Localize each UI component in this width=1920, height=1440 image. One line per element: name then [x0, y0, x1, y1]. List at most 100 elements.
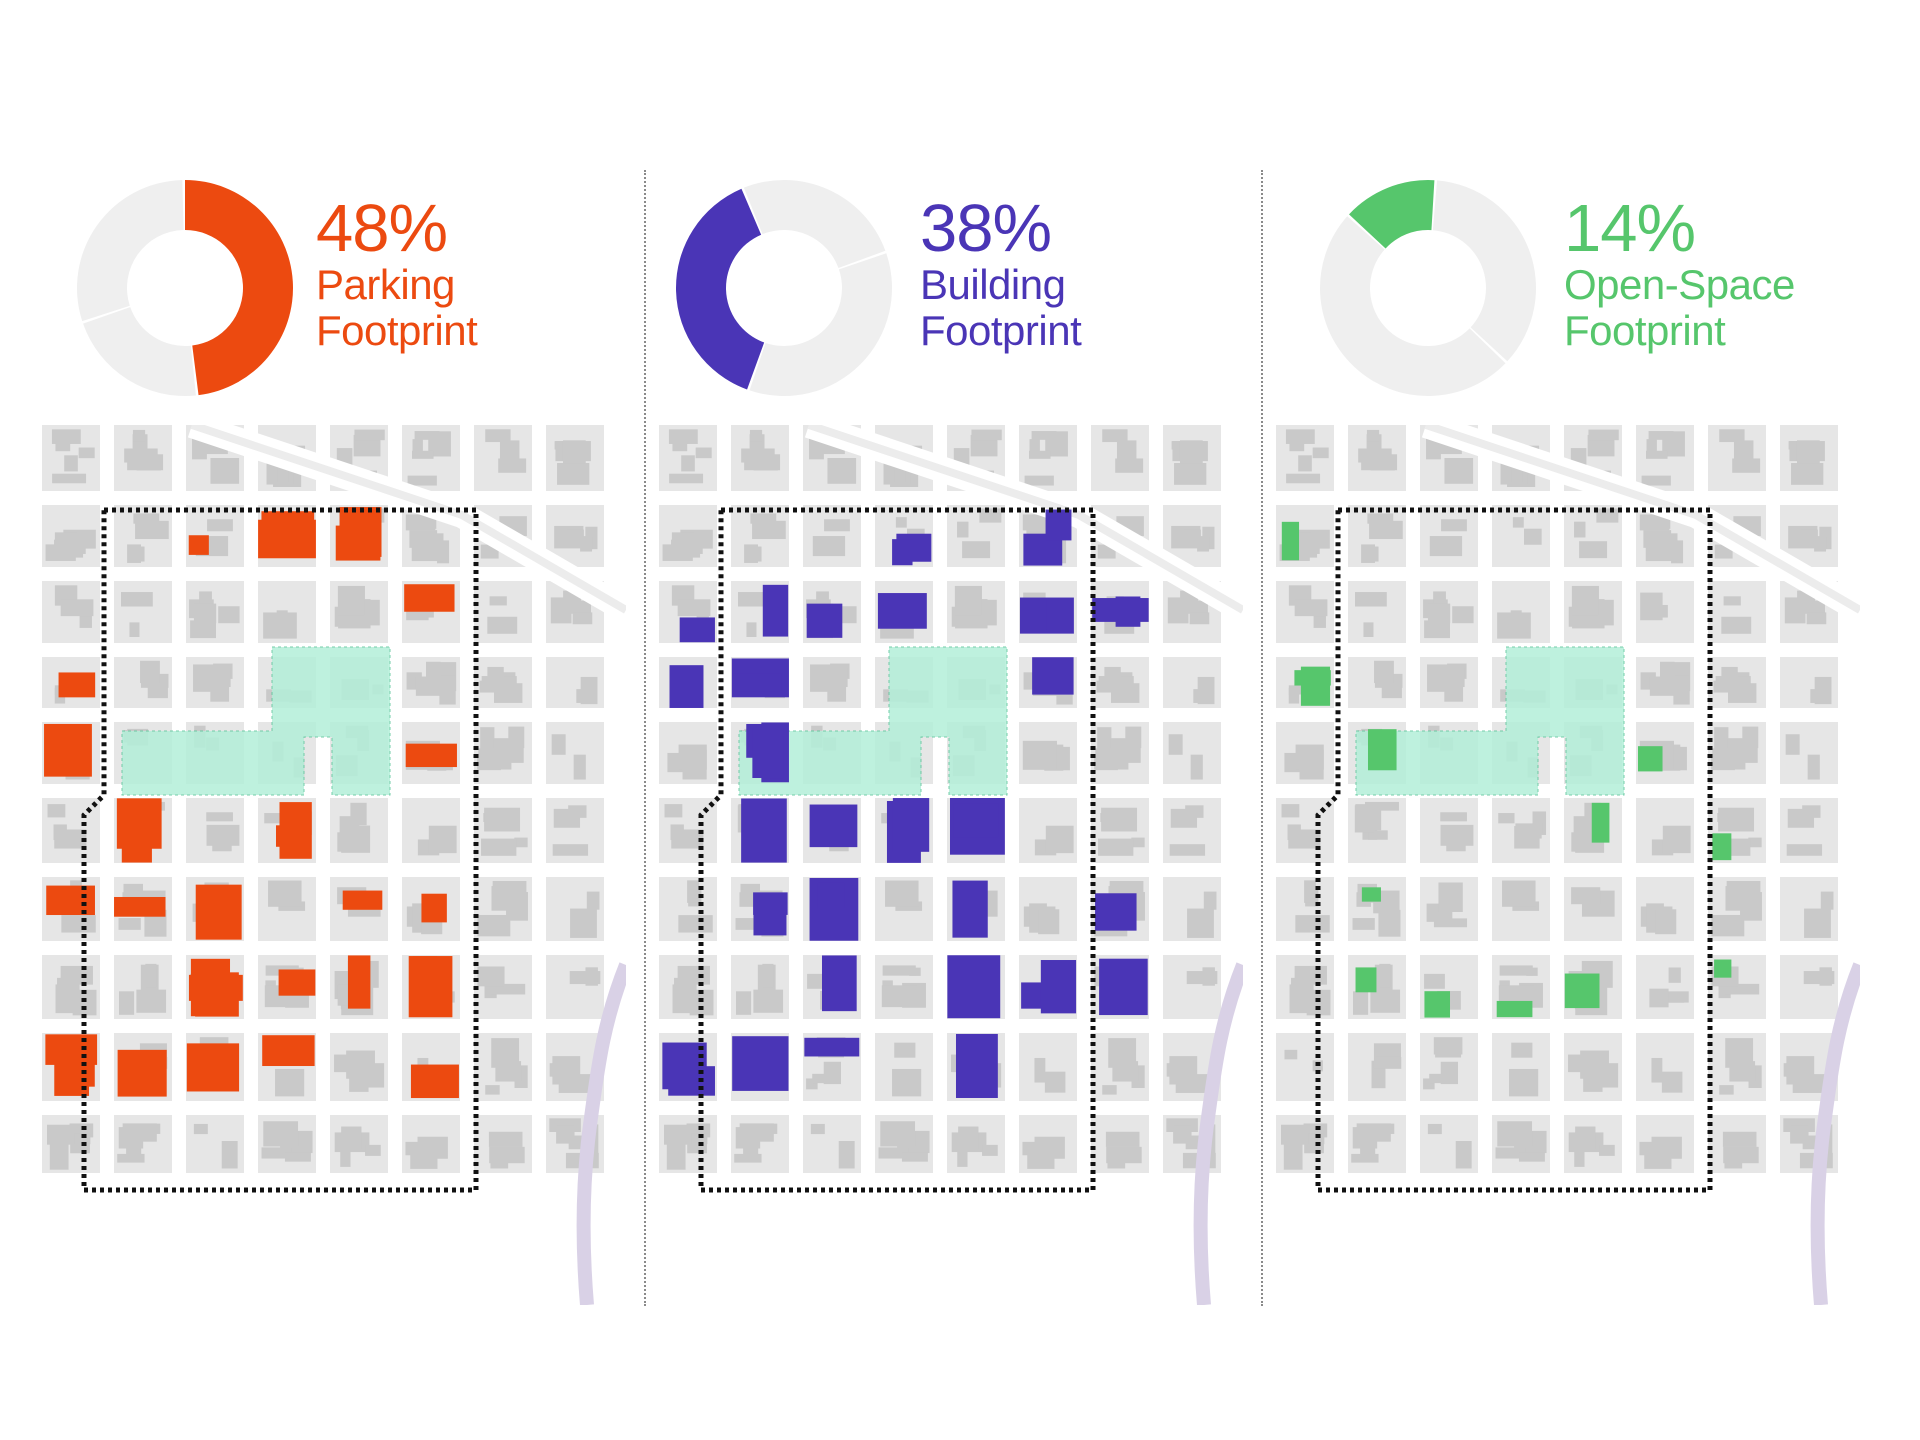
gray-building: [743, 1123, 778, 1134]
gray-building: [838, 1140, 855, 1169]
gray-building: [477, 914, 511, 937]
gray-building: [1183, 529, 1201, 544]
gray-building: [1360, 1123, 1395, 1134]
gray-building: [878, 1147, 909, 1159]
gray-building: [1097, 727, 1112, 752]
gray-building: [1038, 909, 1060, 935]
gray-building: [1599, 1144, 1615, 1156]
gray-building: [1645, 533, 1678, 562]
gray-building: [140, 660, 160, 684]
gray-building: [1189, 612, 1210, 625]
gray-building: [1363, 622, 1374, 637]
open-space-title-line2: Footprint: [1564, 307, 1726, 354]
donut-svg: [77, 180, 293, 396]
highlighted-footprint: [347, 955, 371, 1009]
gray-building: [263, 612, 297, 639]
gray-building: [1820, 891, 1834, 910]
gray-building: [1189, 1076, 1206, 1086]
gray-building: [1438, 882, 1463, 913]
gray-building: [1722, 1131, 1757, 1147]
highlighted-footprint: [947, 955, 1001, 1019]
gray-building: [349, 1067, 369, 1092]
donut-remainder-segment: [77, 180, 184, 322]
gray-building: [485, 1085, 500, 1095]
gray-building: [60, 599, 94, 617]
highlighted-footprint: [821, 955, 857, 1012]
highlighted-footprint: [1099, 958, 1148, 1016]
gray-building: [686, 1123, 711, 1138]
open-space-percent: 14%: [1564, 191, 1696, 266]
gray-building: [1022, 740, 1057, 770]
gray-building: [1429, 1073, 1442, 1084]
gray-building: [495, 1061, 522, 1082]
gray-building: [1648, 431, 1674, 440]
gray-building: [1433, 671, 1459, 681]
study-area-boundary: [1315, 507, 1713, 1193]
gray-building: [72, 989, 97, 1016]
gray-building: [1029, 439, 1040, 454]
gray-building: [1028, 450, 1051, 459]
gray-building: [218, 606, 240, 624]
gray-building: [428, 825, 457, 854]
parking-label: 48% Parking Footprint: [316, 195, 646, 354]
city-block: [1780, 955, 1838, 1019]
gray-building: [1095, 748, 1118, 771]
gray-building: [1723, 1146, 1759, 1164]
gray-building: [752, 520, 786, 540]
gray-building: [1283, 1140, 1303, 1170]
gray-building: [664, 804, 683, 818]
highlighted-footprint: [1024, 598, 1047, 630]
city-block: [1276, 1033, 1334, 1101]
highlighted-footprint: [1300, 666, 1331, 706]
gray-building: [1435, 1039, 1462, 1058]
gray-building: [514, 837, 528, 848]
gray-building: [663, 1124, 693, 1145]
gray-building: [118, 918, 141, 930]
gray-building: [1639, 514, 1670, 531]
gray-building: [1574, 521, 1586, 538]
gray-building: [1790, 1125, 1809, 1144]
gray-building: [1645, 450, 1668, 459]
gray-building: [489, 596, 507, 606]
gray-building: [668, 429, 698, 444]
gray-building: [1512, 517, 1524, 528]
gray-building: [1295, 915, 1330, 933]
gray-building: [1285, 429, 1315, 444]
study-area-boundary: [698, 507, 1096, 1193]
gray-building: [958, 1126, 979, 1150]
gray-building: [1814, 536, 1827, 552]
gray-building: [566, 529, 584, 544]
gray-building: [46, 1124, 76, 1145]
highlighted-footprint: [261, 511, 315, 534]
gray-building: [885, 880, 919, 907]
gray-building: [1284, 1049, 1298, 1060]
gray-building: [1375, 1056, 1402, 1069]
gray-building: [1031, 431, 1057, 440]
gray-building: [1784, 597, 1806, 624]
gray-building: [691, 1133, 708, 1145]
gray-building: [901, 1152, 928, 1162]
map-svg: [1276, 425, 1860, 1305]
highlighted-footprint: [339, 507, 382, 557]
gray-building: [1308, 1133, 1325, 1145]
gray-building: [762, 963, 774, 988]
highlighted-footprint: [1637, 746, 1663, 772]
gray-building: [957, 1137, 968, 1167]
gray-building: [1313, 612, 1326, 628]
gray-building: [1203, 891, 1217, 910]
gray-building: [1711, 914, 1745, 937]
study-area-park: [121, 646, 391, 796]
highlighted-footprint: [1281, 521, 1300, 561]
gray-building: [1104, 666, 1121, 692]
highlighted-footprint: [1355, 967, 1377, 993]
gray-building: [405, 514, 436, 531]
gray-building: [1378, 909, 1401, 937]
gray-building: [1588, 429, 1619, 441]
gray-building: [1806, 612, 1827, 625]
gray-building: [136, 989, 167, 1013]
highlighted-footprint: [1032, 657, 1074, 695]
city-block: [803, 505, 861, 567]
highlighted-footprint: [195, 884, 242, 940]
city-block: [1636, 955, 1694, 1019]
city-block: [1420, 505, 1478, 567]
